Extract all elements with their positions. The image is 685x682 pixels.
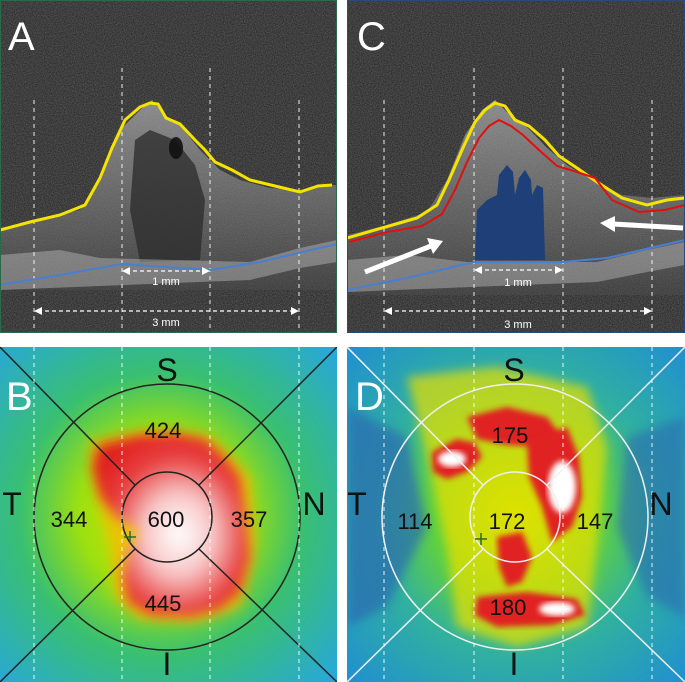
panel-label-c: C	[357, 15, 386, 59]
thickness-map-panel-d: D S I T N 175 172 114 147 180	[347, 347, 685, 682]
thickness-superior: 175	[492, 423, 529, 448]
orientation-superior: S	[503, 352, 524, 388]
orientation-superior: S	[156, 352, 177, 388]
orientation-temporal: T	[2, 486, 22, 522]
orientation-temporal: T	[347, 486, 367, 522]
panel-label-b: B	[6, 375, 33, 419]
orientation-nasal: N	[649, 486, 672, 522]
orientation-inferior: I	[163, 646, 172, 682]
scale-label-outer: 3 mm	[152, 317, 180, 329]
panel-label-a: A	[8, 15, 35, 59]
thickness-center: 600	[148, 507, 185, 532]
orientation-inferior: I	[510, 646, 519, 682]
scale-label-outer: 3 mm	[504, 319, 532, 331]
thickness-inferior: 445	[145, 591, 182, 616]
thickness-superior: 424	[145, 418, 182, 443]
panel-label-d: D	[355, 375, 384, 419]
thickness-nasal: 357	[231, 507, 268, 532]
thickness-map-panel-b: B S I T N 424 600 344 357 445	[0, 347, 337, 682]
thickness-nasal: 147	[577, 509, 614, 534]
scale-label-inner: 1 mm	[152, 276, 180, 288]
thickness-center: 172	[489, 509, 526, 534]
thickness-inferior: 180	[490, 595, 527, 620]
thickness-temporal: 114	[397, 509, 432, 534]
thickness-temporal: 344	[51, 507, 88, 532]
scale-label-inner: 1 mm	[504, 277, 532, 289]
orientation-nasal: N	[302, 486, 325, 522]
oct-scan-panel-a: 1 mm 3 mm A	[0, 0, 337, 333]
oct-scan-panel-c: 1 mm 3 mm C	[347, 0, 685, 333]
